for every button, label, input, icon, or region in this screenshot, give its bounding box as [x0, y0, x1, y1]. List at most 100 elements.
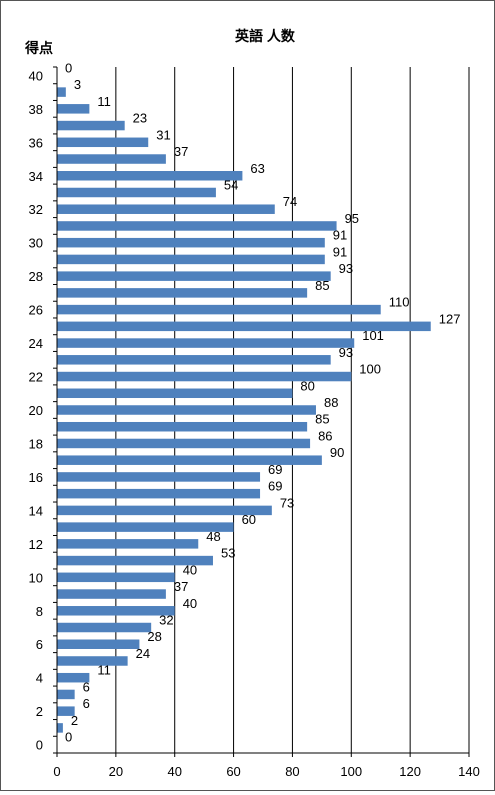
data-label: 80: [300, 378, 314, 393]
bar: [57, 405, 316, 415]
data-label: 85: [315, 412, 329, 427]
bar: [57, 187, 216, 198]
bar: [57, 438, 311, 449]
data-label: 69: [268, 462, 282, 477]
data-label: 86: [318, 428, 332, 443]
bar: [57, 672, 90, 683]
chart-title: 英語 人数: [234, 28, 296, 44]
data-label: 93: [339, 345, 353, 360]
y-tick-label: 28: [29, 269, 43, 284]
data-label: 48: [206, 529, 220, 544]
y-tick-label: 22: [29, 370, 43, 385]
data-label: 90: [330, 445, 344, 460]
bar: [57, 154, 166, 164]
bar: [57, 472, 261, 482]
bar: [57, 87, 66, 97]
bar: [57, 488, 261, 499]
bar: [57, 706, 75, 716]
y-tick-label: 36: [29, 135, 43, 150]
x-tick-label: 80: [285, 764, 299, 779]
y-tick-label: 40: [29, 68, 43, 83]
bar: [57, 505, 272, 516]
data-label: 60: [242, 512, 256, 527]
bar: [57, 522, 234, 532]
data-label: 95: [345, 211, 359, 226]
bar: [57, 171, 243, 181]
bar: [57, 455, 322, 465]
y-tick-label: 32: [29, 202, 43, 217]
y-tick-label: 8: [36, 604, 43, 619]
data-label: 110: [389, 295, 410, 310]
data-label: 6: [83, 696, 90, 711]
bar: [57, 204, 275, 214]
y-tick-label: 38: [29, 102, 43, 117]
data-label: 91: [333, 244, 347, 259]
x-tick-label: 20: [109, 764, 123, 779]
bar: [57, 371, 352, 382]
data-label: 93: [339, 261, 353, 276]
data-label: 127: [439, 311, 461, 326]
data-label: 37: [174, 144, 188, 159]
bar: [57, 689, 75, 700]
y-tick-label: 12: [29, 537, 43, 552]
x-tick-label: 140: [458, 764, 480, 779]
data-label: 54: [224, 177, 238, 192]
bar: [57, 622, 152, 633]
y-tick-label: 24: [29, 336, 43, 351]
bar: [57, 271, 331, 281]
bar: [57, 723, 63, 733]
bar: [57, 254, 325, 265]
bar: [57, 338, 355, 348]
y-tick-label: 26: [29, 303, 43, 318]
y-tick-label: 6: [36, 637, 43, 652]
y-tick-label: 2: [36, 704, 43, 719]
y-tick-label: 34: [29, 169, 43, 184]
y-axis-title: 得点: [24, 40, 53, 56]
data-label: 85: [315, 278, 329, 293]
y-tick-label: 10: [29, 570, 43, 585]
bar: [57, 120, 125, 131]
data-label: 31: [156, 127, 170, 142]
data-label: 88: [324, 395, 338, 410]
data-label: 53: [221, 546, 235, 561]
y-tick-label: 0: [36, 738, 43, 753]
x-tick-label: 100: [340, 764, 362, 779]
data-label: 73: [280, 495, 294, 510]
x-tick-label: 0: [53, 764, 60, 779]
bar: [57, 104, 90, 114]
bar: [57, 237, 325, 248]
data-label: 3: [74, 77, 81, 92]
x-tick-label: 60: [226, 764, 240, 779]
data-label: 100: [359, 362, 381, 377]
bar: [57, 606, 175, 616]
bar: [57, 388, 293, 399]
data-label: 6: [83, 679, 90, 694]
data-label: 28: [147, 629, 161, 644]
bar: [57, 572, 175, 583]
data-label: 24: [136, 646, 150, 661]
y-tick-label: 18: [29, 436, 43, 451]
y-tick-label: 4: [36, 671, 43, 686]
x-tick-label: 120: [399, 764, 421, 779]
bar: [57, 555, 213, 566]
data-label: 74: [283, 194, 297, 209]
bar: [57, 639, 140, 649]
bar: [57, 355, 331, 365]
data-label: 101: [362, 328, 384, 343]
data-label: 91: [333, 228, 347, 243]
bar: [57, 288, 308, 298]
bar: [57, 321, 431, 332]
data-label: 23: [133, 111, 147, 126]
data-label: 11: [97, 94, 111, 109]
y-tick-label: 14: [29, 503, 43, 518]
y-tick-label: 16: [29, 470, 43, 485]
data-label: 69: [268, 479, 282, 494]
data-label: 0: [65, 730, 72, 745]
data-label: 40: [183, 596, 197, 611]
bar: [57, 589, 166, 599]
data-label: 11: [97, 663, 111, 678]
bar: [57, 221, 337, 231]
y-tick-label: 20: [29, 403, 43, 418]
